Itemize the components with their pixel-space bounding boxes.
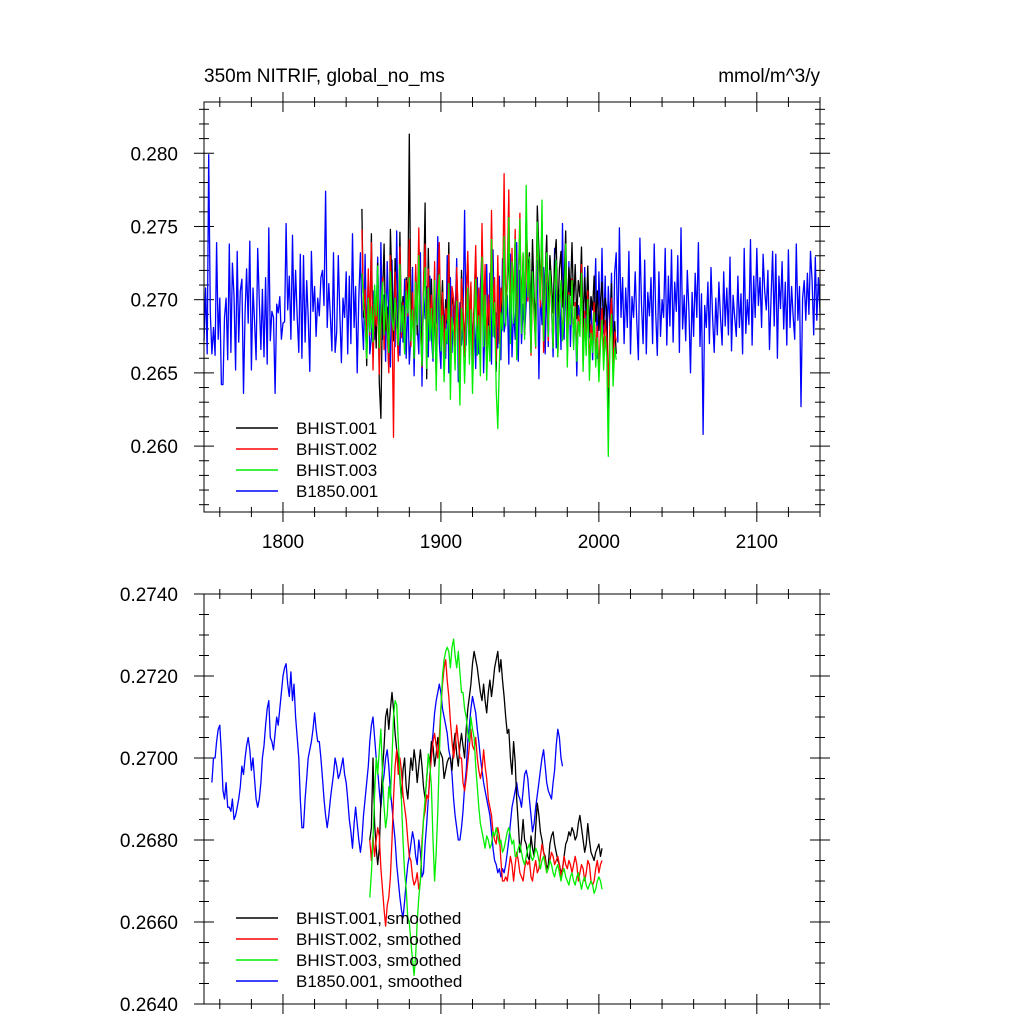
upper-legend-label: BHIST.002 — [296, 440, 377, 459]
lower-legend: BHIST.001, smoothed BHIST.002, smoothed BH… — [236, 909, 462, 991]
upper-legend-label: BHIST.003 — [296, 461, 377, 480]
lower-legend-label: B1850.001, smoothed — [296, 972, 462, 991]
lower-y-tick-label: 0.2700 — [120, 749, 178, 770]
lower-series-bhist-003-smoothed — [369, 638, 603, 976]
upper-y-tick-label: 0.275 — [130, 217, 178, 238]
lower-series-b1850-001-smoothed — [211, 663, 564, 919]
lower-series-bhist-002-smoothed — [369, 658, 603, 927]
lower-legend-label: BHIST.001, smoothed — [296, 909, 461, 928]
lower-y-tick-label: 0.2740 — [120, 585, 178, 606]
lower-panel: 0.2640 0.2660 0.2680 0.2700 0.2720 0.2740 BHI… — [120, 584, 830, 1016]
upper-series-bhist-003 — [361, 184, 617, 458]
upper-x-tick-label: 2100 — [736, 532, 778, 553]
lower-series-group — [211, 638, 603, 976]
upper-plot-frame — [203, 101, 821, 513]
lower-legend-label: BHIST.002, smoothed — [296, 930, 461, 949]
lower-axes: 0.2640 0.2660 0.2680 0.2700 0.2720 0.2740 — [120, 584, 830, 1016]
upper-legend: BHIST.001 BHIST.002 BHIST.003 B1850.001 — [236, 419, 378, 501]
upper-legend-label: BHIST.001 — [296, 419, 377, 438]
upper-legend-label: B1850.001 — [296, 482, 378, 501]
upper-series-group — [203, 133, 821, 458]
lower-y-tick-label: 0.2640 — [120, 995, 178, 1016]
lower-y-tick-label: 0.2660 — [120, 913, 178, 934]
upper-y-tick-label: 0.280 — [130, 144, 178, 165]
upper-y-tick-label: 0.265 — [130, 364, 178, 385]
lower-plot-frame — [203, 593, 821, 1005]
upper-axes: 1800 1900 2000 2100 0.260 0.265 0.270 0.275 0.28… — [130, 92, 830, 553]
lower-y-tick-label: 0.2720 — [120, 667, 178, 688]
upper-x-tick-label: 1900 — [420, 532, 462, 553]
upper-y-tick-label: 0.260 — [130, 437, 178, 458]
upper-x-tick-label: 2000 — [578, 532, 620, 553]
upper-x-tick-label: 1800 — [262, 532, 304, 553]
upper-panel: 350m NITRIF, global_no_ms mmol/m^3/y 180… — [130, 66, 830, 553]
upper-series-b1850-001 — [203, 154, 821, 436]
lower-legend-label: BHIST.003, smoothed — [296, 951, 461, 970]
upper-y-tick-label: 0.270 — [130, 291, 178, 312]
lower-y-tick-label: 0.2680 — [120, 831, 178, 852]
upper-title-right: mmol/m^3/y — [718, 66, 820, 87]
upper-title-left: 350m NITRIF, global_no_ms — [204, 66, 445, 87]
